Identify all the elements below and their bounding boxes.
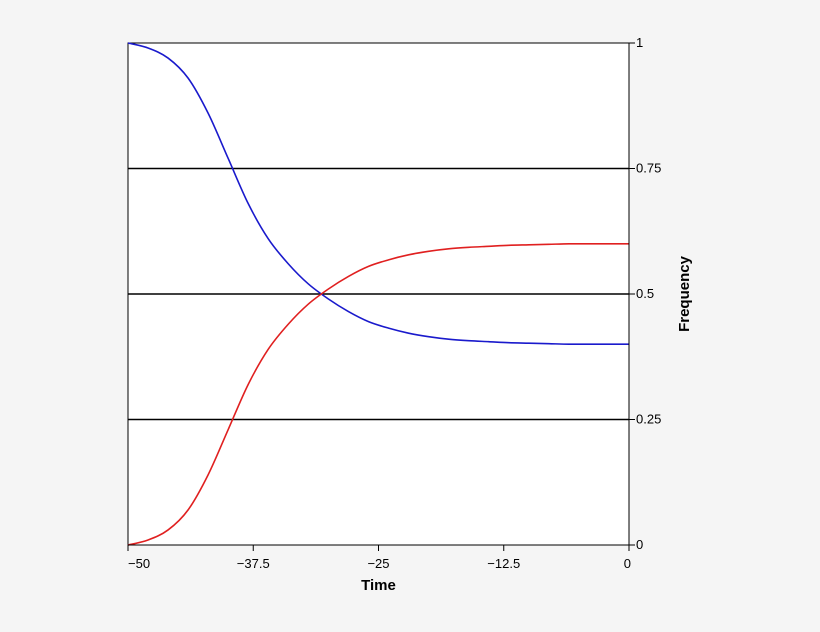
y-tick-label: 1 [636,35,643,50]
y-tick-label: 0.25 [636,412,661,427]
x-tick-label: −37.5 [237,556,270,571]
x-tick-label: −12.5 [487,556,520,571]
y-tick-label: 0 [636,537,643,552]
series-line-1 [127,42,629,346]
y-ticks: 0 0.25 0.5 0.75 1 [629,35,661,552]
y-axis-title: Frequency [676,255,693,332]
x-axis-title: Time [361,577,396,594]
grid-lines [128,167,629,421]
y-tick-label: 0.5 [636,286,654,301]
series-line-2 [127,242,629,546]
x-tick-label: −50 [128,556,150,571]
series-lines [127,42,629,546]
x-tick-label: 0 [624,556,631,571]
x-tick-label: −25 [367,556,389,571]
x-ticks: −50 −37.5 −25 −12.5 0 [127,545,631,571]
y-tick-label: 0.75 [636,161,661,176]
